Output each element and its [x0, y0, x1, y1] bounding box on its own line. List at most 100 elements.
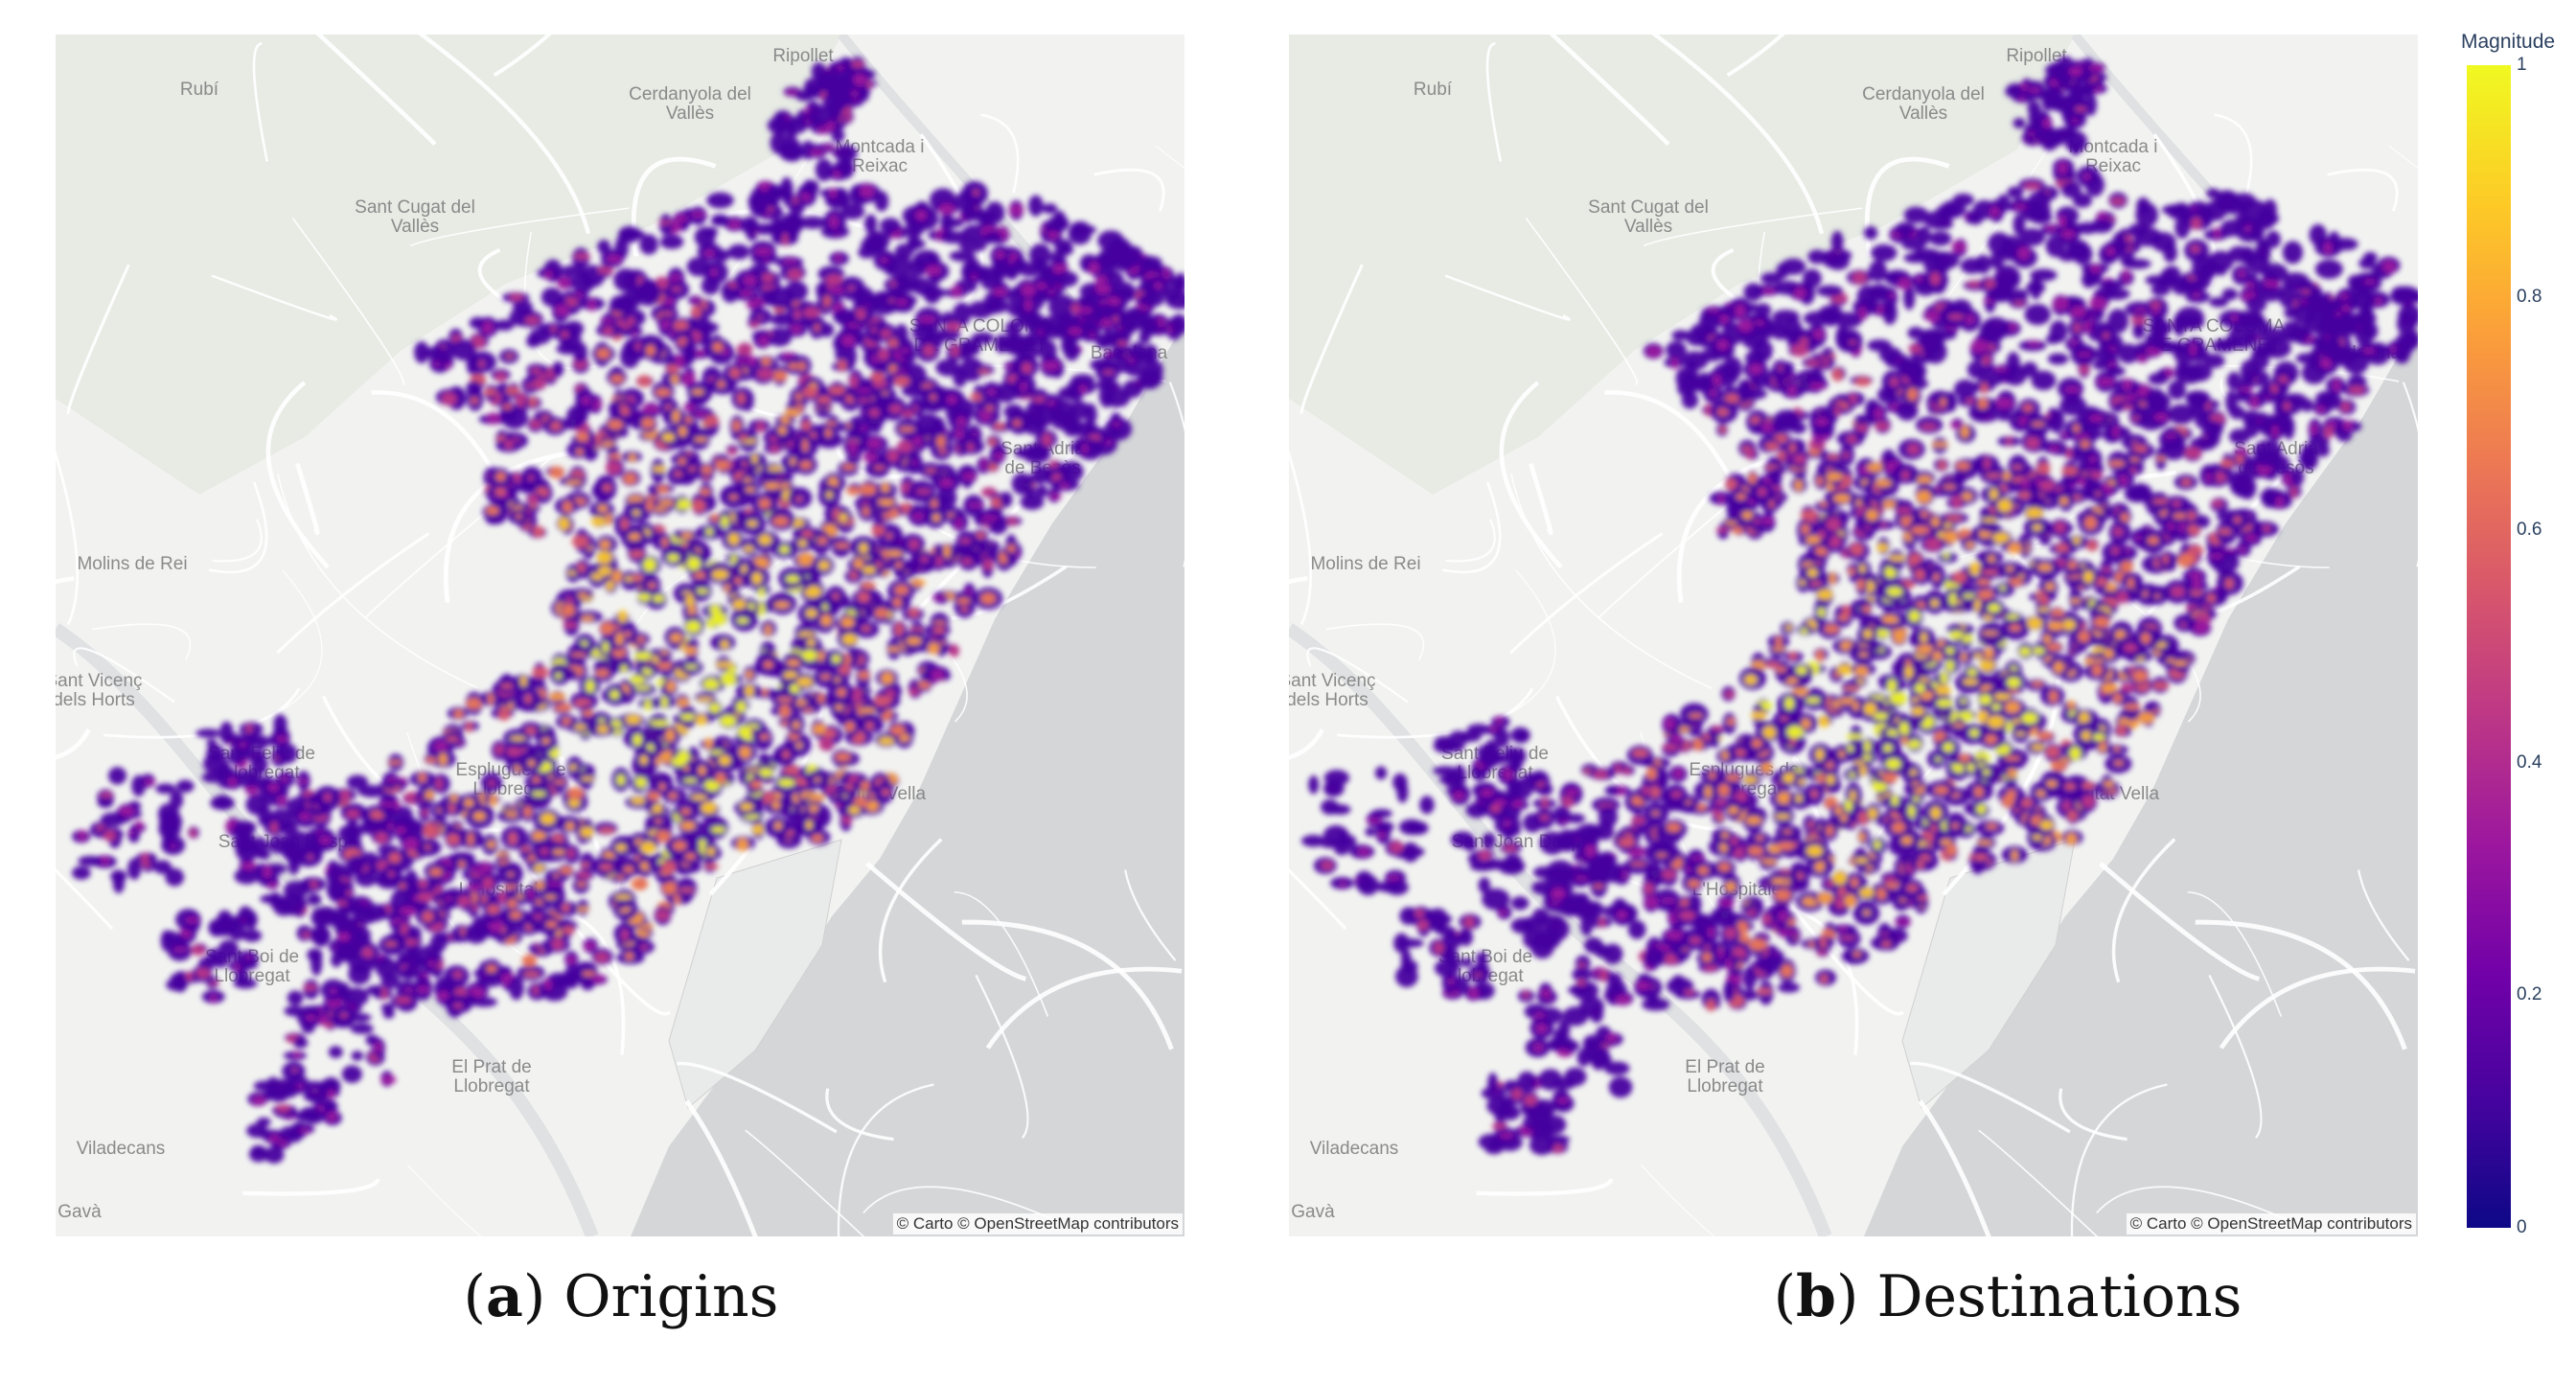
heat-blob [580, 776, 595, 781]
heat-blob [2266, 230, 2281, 248]
heat-blob [319, 836, 332, 844]
heat-blob [577, 563, 586, 573]
heat-blob [597, 566, 612, 576]
heat-blob [512, 300, 534, 314]
heat-blob [1864, 740, 1871, 753]
heat-blob [707, 846, 715, 857]
heat-blob [653, 466, 666, 473]
heat-blob [347, 855, 366, 874]
heat-blob [672, 409, 680, 424]
heat-blob [951, 286, 962, 297]
heat-blob [287, 990, 304, 1005]
heat-blob [246, 1123, 268, 1139]
heat-blob [2282, 241, 2304, 265]
heat-blob [710, 514, 721, 521]
heat-blob [666, 364, 679, 374]
heat-blob [688, 604, 696, 617]
heat-blob [623, 473, 637, 485]
heat-blob [894, 622, 904, 636]
heat-blob [805, 819, 813, 830]
heat-blob [571, 535, 589, 548]
heat-blob [2362, 251, 2378, 264]
place-label: Ripollet [2006, 46, 2067, 66]
heat-blob [625, 952, 633, 960]
heat-blob [510, 911, 522, 919]
heat-blob [482, 876, 494, 890]
heat-blob [658, 782, 666, 791]
heat-blob [323, 1098, 336, 1109]
heat-blob [1960, 653, 1967, 661]
heat-blob [158, 818, 181, 841]
heat-blob [1510, 896, 1530, 911]
heat-blob [749, 321, 760, 328]
heat-blob [1852, 271, 1867, 285]
origins-map-panel[interactable]: Ripollet Rubí Cerdanyola del Vallès Montcada… [56, 35, 1184, 1236]
heat-blob [661, 432, 676, 442]
heat-blob [855, 308, 866, 320]
heat-blob [634, 652, 653, 660]
heat-blob [400, 923, 409, 935]
place-label: Ripollet [772, 46, 834, 66]
heat-blob [767, 466, 783, 472]
heat-blob [751, 453, 758, 465]
heat-blob [914, 413, 942, 437]
heat-blob [732, 420, 741, 432]
heat-blob [971, 332, 995, 345]
heat-blob [1966, 281, 1985, 288]
place-label: Sant Cugat del Vallès [355, 197, 475, 237]
heat-blob [212, 956, 228, 968]
heat-blob [870, 372, 885, 381]
heat-blob [977, 369, 991, 374]
heat-blob [888, 404, 903, 413]
heat-blob [1102, 370, 1115, 375]
heat-blob [1938, 460, 1946, 471]
heat-blob [339, 790, 351, 801]
heat-blob [886, 532, 893, 540]
heat-blob [747, 519, 758, 527]
heat-blob [692, 498, 706, 513]
heat-blob [638, 279, 659, 300]
heat-blob [597, 266, 614, 274]
heat-blob [1007, 544, 1016, 553]
heat-blob [785, 575, 800, 583]
heat-blob [834, 542, 850, 549]
heat-blob [680, 820, 696, 831]
heat-blob [422, 809, 428, 817]
heat-blob [306, 1014, 316, 1022]
heat-blob [477, 359, 485, 368]
heat-blob [908, 608, 920, 617]
heat-blob [565, 956, 576, 964]
heat-blob [851, 687, 862, 702]
heat-blob [557, 277, 571, 289]
heat-blob [815, 158, 833, 182]
heat-blob [1028, 195, 1044, 217]
heat-blob [859, 542, 868, 554]
heat-blob [1005, 319, 1022, 339]
heat-blob [528, 328, 552, 345]
heat-blob [657, 499, 675, 506]
heat-blob [2086, 540, 2098, 552]
heat-blob [859, 185, 875, 198]
heat-blob [1116, 340, 1127, 347]
heat-blob [704, 779, 721, 792]
heat-blob [527, 889, 535, 900]
heat-blob [282, 819, 298, 839]
heat-blob [466, 698, 482, 710]
heat-blob [1854, 377, 1872, 387]
heat-blob [620, 518, 629, 530]
sea-area [631, 322, 1184, 1236]
destinations-map-panel[interactable]: Ripollet Rubí Cerdanyola del Vallès Montcada… [1289, 35, 2418, 1236]
heat-blob [643, 558, 656, 572]
heat-blob [684, 646, 697, 656]
heat-blob [1088, 262, 1100, 274]
heat-blob [452, 970, 463, 979]
heat-blob [1095, 284, 1111, 294]
heat-blob [296, 1128, 311, 1133]
heat-blob [728, 495, 739, 500]
heat-blob [837, 65, 844, 71]
heat-blob [1952, 723, 1966, 727]
heat-blob [946, 321, 961, 332]
heat-blob [844, 345, 858, 368]
